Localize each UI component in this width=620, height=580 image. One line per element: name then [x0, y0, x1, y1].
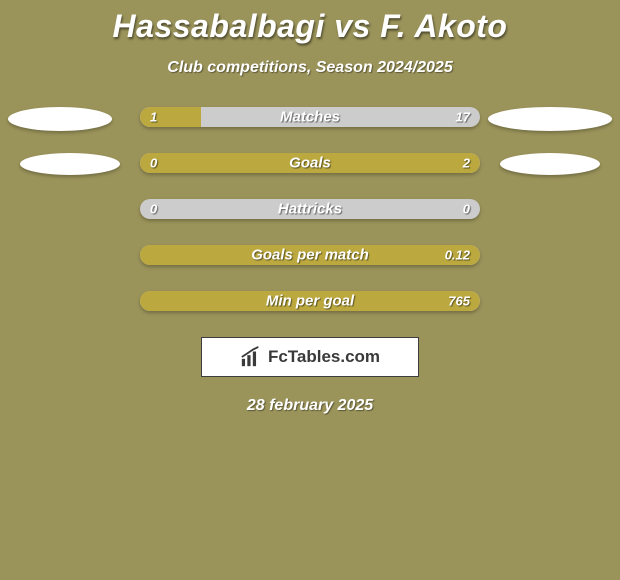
team-badge-right-2 — [500, 153, 600, 175]
stat-row-goals: 0 Goals 2 — [140, 153, 480, 173]
stat-value-right: 2 — [463, 156, 470, 171]
stat-value-right: 17 — [456, 110, 470, 125]
stat-row-hattricks: 0 Hattricks 0 — [140, 199, 480, 219]
stat-bar-bg — [140, 291, 480, 311]
stat-bar-right-fill — [140, 153, 480, 173]
team-badge-left-1 — [8, 107, 112, 131]
team-badge-right-1 — [488, 107, 612, 131]
stat-bar-right-fill — [140, 291, 480, 311]
date-label: 28 february 2025 — [0, 397, 620, 415]
stat-value-left: 0 — [150, 202, 157, 217]
stat-row-goals-per-match: Goals per match 0.12 — [140, 245, 480, 265]
source-logo: FcTables.com — [201, 337, 419, 377]
stat-bar-bg — [140, 153, 480, 173]
stat-bar-bg — [140, 107, 480, 127]
chart-icon — [240, 346, 262, 368]
stat-bar-bg — [140, 199, 480, 219]
stat-bar-right-fill — [140, 245, 480, 265]
logo-text: FcTables.com — [268, 347, 380, 367]
comparison-content: 1 Matches 17 0 Goals 2 0 Hattricks 0 Goa… — [0, 107, 620, 415]
subtitle: Club competitions, Season 2024/2025 — [0, 59, 620, 77]
page-title: Hassabalbagi vs F. Akoto — [0, 0, 620, 45]
stat-value-right: 0.12 — [445, 248, 470, 263]
stat-row-min-per-goal: Min per goal 765 — [140, 291, 480, 311]
team-badge-left-2 — [20, 153, 120, 175]
stat-value-left: 1 — [150, 110, 157, 125]
stat-bar-bg — [140, 245, 480, 265]
stat-row-matches: 1 Matches 17 — [140, 107, 480, 127]
stat-value-left: 0 — [150, 156, 157, 171]
stat-value-right: 765 — [448, 294, 470, 309]
stat-value-right: 0 — [463, 202, 470, 217]
